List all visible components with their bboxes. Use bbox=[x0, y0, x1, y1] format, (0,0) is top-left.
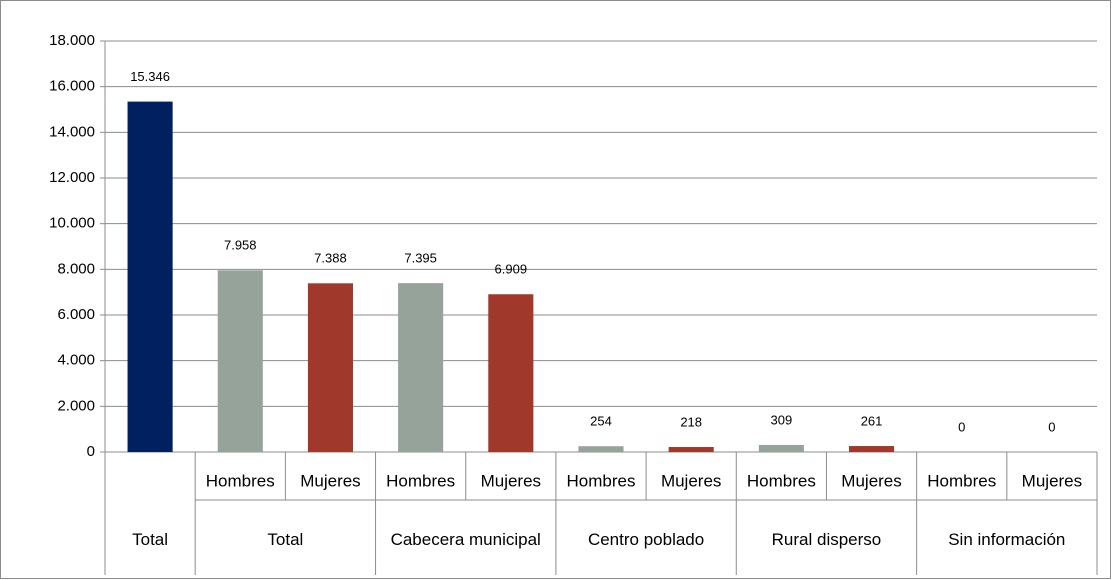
bar bbox=[668, 447, 714, 452]
y-tick-label: 18.000 bbox=[49, 32, 95, 49]
x-tick-label: Hombres bbox=[386, 471, 455, 490]
x-tick-label: Mujeres bbox=[841, 471, 901, 490]
y-tick-label: 0 bbox=[87, 443, 95, 460]
data-label: 15.346 bbox=[130, 69, 170, 84]
data-label: 6.909 bbox=[495, 262, 528, 277]
group-label-box: Cabecera municipal bbox=[390, 529, 541, 549]
group-label: Total bbox=[267, 529, 304, 549]
x-tick-label: Mujeres bbox=[661, 471, 721, 490]
group-label-box: Centro poblado bbox=[587, 529, 705, 549]
x-tick-label: Mujeres bbox=[481, 471, 541, 490]
group-label: Centro poblado bbox=[587, 529, 705, 549]
y-tick-label: 14.000 bbox=[49, 123, 95, 140]
data-label: 0 bbox=[958, 419, 965, 434]
x-tick-label: Mujeres bbox=[300, 471, 360, 490]
bar bbox=[307, 283, 353, 452]
y-tick-label: 8.000 bbox=[57, 260, 95, 277]
y-tick-label: 6.000 bbox=[57, 306, 95, 323]
y-tick-label: 12.000 bbox=[49, 169, 95, 186]
group-label-box: Total bbox=[132, 529, 169, 549]
data-label: 7.395 bbox=[404, 251, 437, 266]
data-label: 261 bbox=[861, 413, 883, 428]
group-label-box: Rural disperso bbox=[771, 529, 882, 549]
y-tick-label: 10.000 bbox=[49, 215, 95, 232]
data-label: 254 bbox=[590, 414, 612, 429]
y-tick-label: 2.000 bbox=[57, 397, 95, 414]
group-label: Cabecera municipal bbox=[390, 529, 541, 549]
data-label: 0 bbox=[1048, 419, 1055, 434]
bar bbox=[578, 446, 624, 452]
data-label: 7.958 bbox=[224, 238, 257, 253]
x-tick-label: Hombres bbox=[927, 471, 996, 490]
data-label: 309 bbox=[771, 412, 793, 427]
group-label: Total bbox=[132, 529, 169, 549]
y-tick-label: 4.000 bbox=[57, 352, 95, 369]
group-label-box: Total bbox=[267, 529, 304, 549]
bar bbox=[849, 446, 895, 452]
group-label: Sin información bbox=[948, 529, 1066, 549]
bar bbox=[127, 101, 173, 452]
y-tick-label: 16.000 bbox=[49, 78, 95, 95]
data-label: 218 bbox=[680, 414, 702, 429]
data-label: 7.388 bbox=[314, 251, 347, 266]
bar bbox=[398, 283, 444, 452]
x-tick-label: Hombres bbox=[567, 471, 636, 490]
bar bbox=[758, 444, 804, 452]
bar bbox=[217, 270, 263, 452]
x-tick-label: Hombres bbox=[747, 471, 816, 490]
x-tick-label: Hombres bbox=[206, 471, 275, 490]
x-tick-label: Mujeres bbox=[1022, 471, 1082, 490]
group-label: Rural disperso bbox=[771, 529, 882, 549]
bar bbox=[488, 294, 534, 452]
group-label-box: Sin información bbox=[948, 529, 1066, 549]
